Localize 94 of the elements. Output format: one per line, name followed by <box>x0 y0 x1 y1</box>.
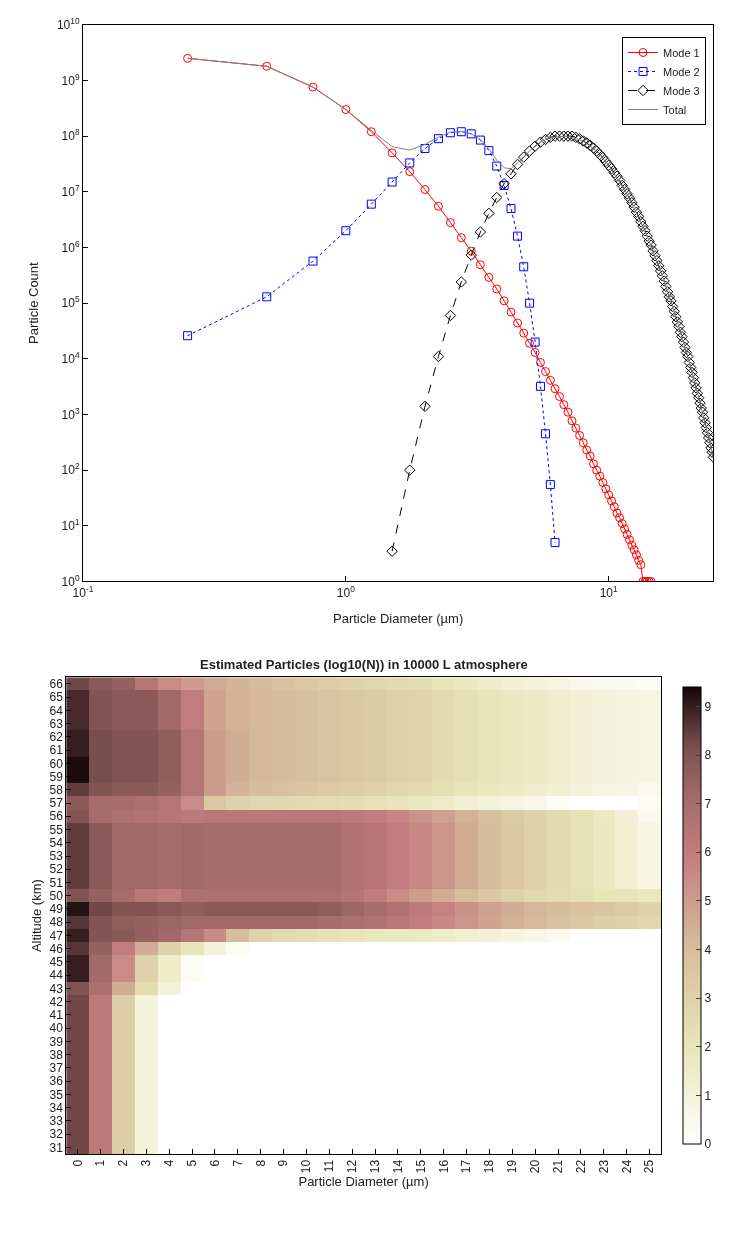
legend-label: Mode 3 <box>663 84 700 97</box>
y-tick-label: 35 <box>49 1087 64 1102</box>
x-tick-label: 19 <box>505 1159 520 1174</box>
x-tick-label: 6 <box>207 1159 222 1167</box>
y-tick-label: 10$^{4}$ <box>61 349 80 367</box>
x-tick-label: 10$^{0}$ <box>336 583 356 600</box>
y-tick-label: 56 <box>49 809 64 824</box>
x-tick-label: 7 <box>230 1159 245 1167</box>
color-bar-label: 5 <box>704 894 712 909</box>
y-tick-label: 10$^{10}$ <box>56 15 80 32</box>
x-tick-label: 10$^{1}$ <box>599 583 619 600</box>
color-bar-label: 3 <box>704 991 712 1006</box>
y-tick-label: 57 <box>49 796 64 811</box>
x-tick-label: 24 <box>619 1159 634 1174</box>
y-tick-label: 47 <box>49 928 64 943</box>
y-tick-label: 43 <box>49 981 64 996</box>
x-tick-label: 9 <box>276 1159 291 1167</box>
y-tick-label: 62 <box>49 730 64 745</box>
x-tick-label: 21 <box>550 1159 565 1174</box>
y-tick-label: 42 <box>49 994 64 1009</box>
y-tick-label: 10$^{2}$ <box>61 461 80 478</box>
legend-label: Total <box>663 103 687 116</box>
x-tick-label: 8 <box>253 1159 268 1167</box>
x-tick-label: 1 <box>93 1159 108 1167</box>
y-tick-label: 37 <box>49 1061 64 1076</box>
x-axis-title: Particle Diameter (µm) <box>298 1173 429 1189</box>
x-tick-label: 14 <box>390 1159 405 1174</box>
x-tick-label: 13 <box>367 1159 382 1174</box>
color-bar-label: 2 <box>704 1039 712 1054</box>
color-bar-label: 6 <box>704 845 712 860</box>
y-tick-label: 55 <box>49 822 64 837</box>
y-tick-label: 64 <box>49 703 64 718</box>
y-tick-label: 48 <box>49 915 64 930</box>
x-tick-label: 20 <box>528 1159 543 1174</box>
x-tick-label: 15 <box>413 1159 428 1174</box>
y-tick-label: 41 <box>49 1008 64 1023</box>
y-tick-label: 50 <box>49 888 64 903</box>
y-tick-label: 66 <box>49 677 64 692</box>
y-tick-label: 63 <box>49 716 64 731</box>
x-tick-label: 18 <box>482 1159 497 1174</box>
x-tick-label: 3 <box>139 1159 154 1167</box>
y-tick-label: 10$^{6}$ <box>61 238 80 255</box>
y-tick-label: 10$^{7}$ <box>61 182 80 199</box>
legend-label: Mode 1 <box>663 46 700 59</box>
y-tick-label: 51 <box>49 875 64 890</box>
color-bar-label: 9 <box>704 699 712 714</box>
y-tick-label: 59 <box>49 769 64 784</box>
y-axis-title: Particle Count <box>25 261 41 344</box>
y-tick-label: 53 <box>49 849 64 864</box>
y-tick-label: 49 <box>49 902 64 917</box>
x-tick-label: 0 <box>70 1159 85 1167</box>
y-tick-label: 52 <box>49 862 64 877</box>
x-tick-label: 4 <box>162 1159 177 1167</box>
x-tick-label: 17 <box>459 1159 474 1174</box>
x-tick-label: 5 <box>184 1159 199 1167</box>
y-tick-label: 34 <box>49 1100 64 1115</box>
y-tick-label: 44 <box>49 968 64 983</box>
y-tick-label: 39 <box>49 1034 64 1049</box>
y-tick-label: 58 <box>49 783 64 798</box>
x-tick-label: 23 <box>596 1159 611 1174</box>
color-bar-label: 0 <box>704 1137 712 1152</box>
x-tick-label: 10 <box>299 1159 314 1174</box>
y-tick-label: 61 <box>49 743 64 758</box>
x-axis-title: Particle Diameter (µm) <box>333 611 464 627</box>
y-axis-title: Altitude (km) <box>29 879 45 953</box>
y-tick-label: 36 <box>49 1074 64 1089</box>
y-tick-label: 54 <box>49 835 64 850</box>
y-tick-label: 65 <box>49 690 64 705</box>
y-tick-label: 31 <box>49 1140 64 1155</box>
y-tick-label: 10$^{0}$ <box>61 572 80 589</box>
x-tick-label: 16 <box>436 1159 451 1174</box>
x-tick-label: 22 <box>573 1159 588 1174</box>
legend-label: Mode 2 <box>663 65 700 78</box>
y-tick-label: 32 <box>49 1127 64 1142</box>
x-tick-label: 25 <box>642 1159 657 1174</box>
x-tick-label: 12 <box>345 1159 360 1174</box>
y-tick-label: 45 <box>49 955 64 970</box>
y-tick-label: 46 <box>49 941 64 956</box>
y-tick-label: 38 <box>49 1047 64 1062</box>
color-bar-label: 8 <box>704 748 712 763</box>
x-tick-label: 11 <box>322 1159 337 1173</box>
y-tick-label: 10$^{8}$ <box>61 127 80 144</box>
color-bar-label: 4 <box>704 942 712 957</box>
y-tick-label: 40 <box>49 1021 64 1036</box>
y-tick-label: 10$^{9}$ <box>61 71 80 88</box>
y-tick-label: 10$^{1}$ <box>61 516 80 534</box>
x-tick-label: 2 <box>116 1159 131 1167</box>
y-tick-label: 33 <box>49 1114 64 1129</box>
color-bar-label: 7 <box>704 796 712 811</box>
y-tick-label: 60 <box>49 756 64 771</box>
y-tick-label: 10$^{3}$ <box>61 405 80 422</box>
color-bar-label: 1 <box>704 1088 712 1103</box>
y-tick-label: 10$^{5}$ <box>61 294 80 311</box>
chart-title: Estimated Particles (log10(N)) in 10000 L atmosphere <box>200 657 528 672</box>
